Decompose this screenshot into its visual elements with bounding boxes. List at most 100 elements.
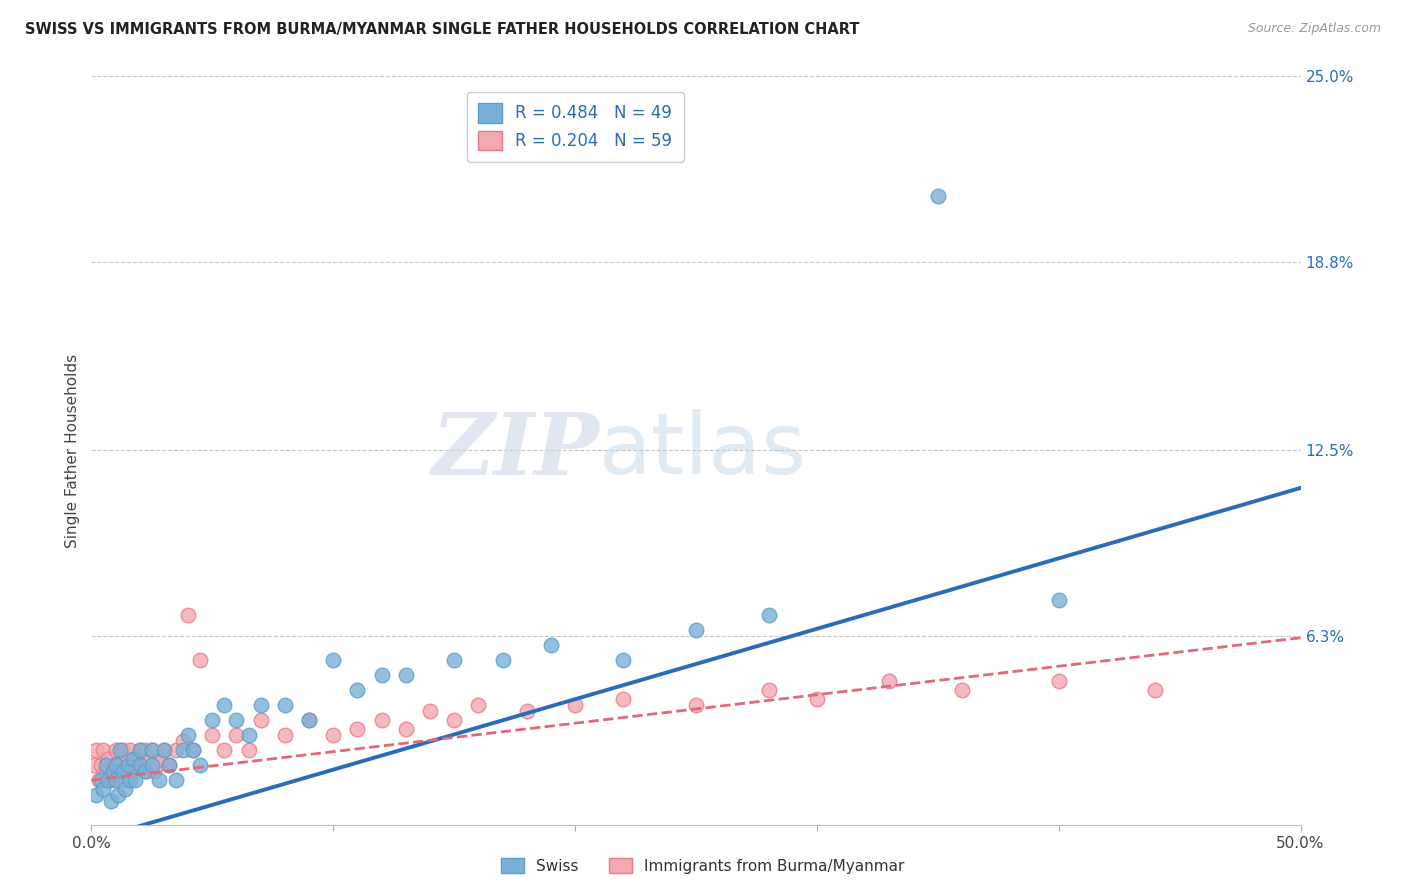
Point — [120, 743, 142, 757]
Point — [516, 704, 538, 718]
Point — [806, 692, 828, 706]
Point — [100, 794, 122, 808]
Point — [443, 653, 465, 667]
Point — [131, 758, 153, 772]
Point — [274, 728, 297, 742]
Point — [201, 713, 224, 727]
Point — [83, 758, 105, 772]
Point — [143, 764, 166, 779]
Point — [104, 773, 127, 788]
Point — [153, 743, 176, 757]
Point — [136, 764, 159, 779]
Point — [120, 773, 142, 788]
Point — [153, 743, 176, 757]
Point — [104, 758, 127, 772]
Point — [111, 743, 134, 757]
Point — [181, 743, 204, 757]
Point — [879, 674, 901, 689]
Point — [298, 713, 321, 727]
Point — [758, 608, 780, 623]
Point — [1047, 674, 1070, 689]
Point — [1144, 683, 1167, 698]
Point — [225, 713, 247, 727]
Point — [97, 773, 120, 788]
Point — [148, 773, 170, 788]
Point — [612, 653, 634, 667]
Point — [491, 653, 513, 667]
Point — [685, 624, 707, 638]
Point — [685, 698, 707, 713]
Point — [225, 728, 247, 742]
Point — [145, 758, 167, 772]
Point — [127, 752, 149, 766]
Point — [90, 773, 112, 788]
Point — [107, 764, 129, 779]
Point — [370, 668, 392, 682]
Point — [346, 683, 368, 698]
Point — [94, 758, 117, 772]
Point — [172, 734, 194, 748]
Point — [107, 788, 129, 802]
Point — [94, 764, 117, 779]
Point — [419, 704, 441, 718]
Point — [141, 758, 163, 772]
Text: ZIP: ZIP — [432, 409, 599, 492]
Point — [141, 743, 163, 757]
Point — [201, 728, 224, 742]
Point — [564, 698, 586, 713]
Point — [322, 653, 344, 667]
Point — [172, 743, 194, 757]
Point — [121, 752, 143, 766]
Point — [148, 752, 170, 766]
Point — [117, 752, 139, 766]
Point — [100, 773, 122, 788]
Point — [84, 788, 107, 802]
Point — [114, 773, 136, 788]
Point — [214, 698, 236, 713]
Point — [110, 743, 132, 757]
Point — [128, 758, 150, 772]
Legend: Swiss, Immigrants from Burma/Myanmar: Swiss, Immigrants from Burma/Myanmar — [495, 852, 911, 880]
Point — [181, 743, 204, 757]
Text: Source: ZipAtlas.com: Source: ZipAtlas.com — [1247, 22, 1381, 36]
Y-axis label: Single Father Households: Single Father Households — [65, 353, 80, 548]
Text: atlas: atlas — [599, 409, 807, 492]
Point — [177, 608, 200, 623]
Point — [177, 728, 200, 742]
Point — [443, 713, 465, 727]
Point — [249, 713, 271, 727]
Point — [298, 713, 321, 727]
Point — [238, 728, 260, 742]
Point — [84, 743, 107, 757]
Point — [101, 758, 124, 772]
Point — [141, 743, 163, 757]
Point — [134, 764, 156, 779]
Point — [101, 764, 124, 779]
Point — [165, 773, 187, 788]
Point — [370, 713, 392, 727]
Point — [249, 698, 271, 713]
Point — [111, 764, 134, 779]
Point — [346, 722, 368, 736]
Point — [124, 758, 146, 772]
Point — [93, 743, 115, 757]
Point — [134, 743, 156, 757]
Point — [1047, 593, 1070, 607]
Text: SWISS VS IMMIGRANTS FROM BURMA/MYANMAR SINGLE FATHER HOUSEHOLDS CORRELATION CHAR: SWISS VS IMMIGRANTS FROM BURMA/MYANMAR S… — [25, 22, 860, 37]
Point — [950, 683, 973, 698]
Point — [612, 692, 634, 706]
Point — [138, 752, 160, 766]
Point — [395, 668, 418, 682]
Legend: R = 0.484   N = 49, R = 0.204   N = 59: R = 0.484 N = 49, R = 0.204 N = 59 — [467, 92, 683, 161]
Point — [214, 743, 236, 757]
Point — [274, 698, 297, 713]
Point — [124, 773, 146, 788]
Point — [758, 683, 780, 698]
Point — [114, 782, 136, 797]
Point — [128, 743, 150, 757]
Point — [467, 698, 489, 713]
Point — [128, 743, 150, 757]
Point — [927, 188, 949, 202]
Point — [110, 758, 132, 772]
Point — [97, 752, 120, 766]
